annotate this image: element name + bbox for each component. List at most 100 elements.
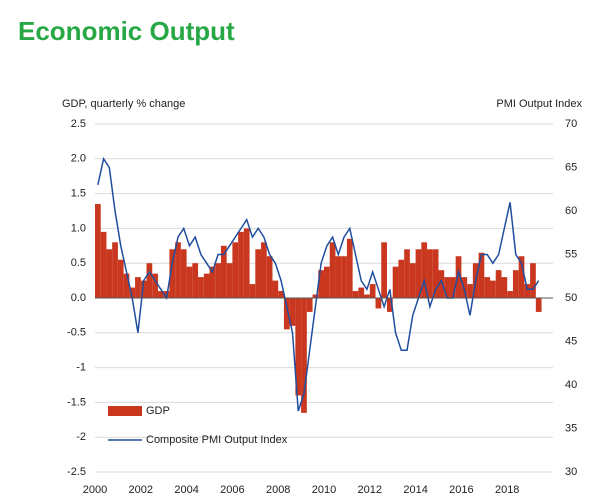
bar bbox=[518, 256, 525, 298]
y2-tick-label: 30 bbox=[565, 466, 577, 478]
bar bbox=[364, 294, 370, 298]
bar bbox=[255, 249, 262, 298]
bar bbox=[490, 280, 496, 298]
bar bbox=[112, 242, 118, 298]
bar bbox=[249, 284, 256, 298]
bar bbox=[341, 256, 347, 298]
x-tick-label: 2004 bbox=[174, 484, 198, 496]
x-tick-label: 2012 bbox=[358, 484, 382, 496]
y-tick-label: -1.5 bbox=[67, 396, 86, 408]
bar bbox=[283, 298, 290, 330]
bar bbox=[117, 259, 124, 298]
chart-title: Economic Output bbox=[18, 16, 235, 46]
bar bbox=[129, 287, 136, 298]
bar bbox=[404, 249, 410, 298]
x-tick-label: 2014 bbox=[403, 484, 427, 496]
bar bbox=[301, 298, 307, 413]
x-tick-label: 2008 bbox=[266, 484, 290, 496]
bar bbox=[312, 294, 319, 298]
y-tick-label: 1.5 bbox=[71, 188, 86, 200]
y-tick-label: 2.5 bbox=[71, 118, 86, 130]
bar bbox=[186, 266, 193, 298]
bar bbox=[272, 280, 279, 298]
y-tick-label: -2 bbox=[76, 431, 86, 443]
bar bbox=[484, 277, 491, 298]
bar bbox=[135, 277, 141, 298]
bar bbox=[243, 228, 250, 298]
x-tick-label: 2000 bbox=[83, 484, 107, 496]
y2-tick-label: 70 bbox=[565, 118, 577, 130]
bar bbox=[140, 280, 147, 298]
bar bbox=[329, 242, 336, 298]
bar bbox=[392, 266, 399, 298]
bar bbox=[169, 249, 176, 298]
bar bbox=[306, 298, 313, 312]
bar bbox=[524, 284, 531, 298]
bar bbox=[226, 263, 233, 298]
x-tick-label: 2018 bbox=[495, 484, 519, 496]
line bbox=[97, 156, 540, 412]
y-tick-label: 2.0 bbox=[71, 153, 86, 165]
bar bbox=[157, 291, 164, 298]
y2-tick-label: 50 bbox=[565, 292, 577, 304]
bar bbox=[375, 298, 382, 309]
bar bbox=[449, 277, 456, 298]
bar bbox=[455, 256, 462, 298]
bar bbox=[438, 270, 445, 298]
bar bbox=[175, 242, 181, 298]
bar bbox=[478, 252, 485, 298]
bar bbox=[324, 266, 330, 298]
bar bbox=[444, 277, 450, 298]
y2-axis-title: PMI Output Index bbox=[496, 98, 582, 110]
x-tick-label: 2010 bbox=[312, 484, 336, 496]
bar bbox=[100, 231, 107, 298]
y-tick-label: 1.0 bbox=[71, 222, 86, 234]
bar bbox=[295, 298, 302, 396]
bar bbox=[381, 242, 387, 298]
y-axis-title: GDP, quarterly % change bbox=[62, 98, 185, 110]
bar bbox=[432, 249, 439, 298]
y2-tick-label: 55 bbox=[565, 248, 577, 260]
bar bbox=[512, 270, 519, 298]
y-tick-label: 0.5 bbox=[71, 257, 86, 269]
bar bbox=[358, 287, 365, 298]
y2-tick-label: 60 bbox=[565, 205, 577, 217]
y2-tick-label: 40 bbox=[565, 379, 577, 391]
bar bbox=[192, 263, 199, 298]
bar bbox=[289, 298, 296, 326]
bar bbox=[335, 256, 342, 298]
bar bbox=[427, 249, 433, 298]
bar bbox=[421, 242, 428, 298]
x-tick-label: 2006 bbox=[220, 484, 244, 496]
bar bbox=[507, 291, 513, 298]
bar bbox=[198, 277, 204, 298]
bar bbox=[266, 256, 273, 298]
legend-label: Composite PMI Output Index bbox=[146, 434, 288, 446]
bar bbox=[238, 231, 244, 298]
bar bbox=[152, 273, 158, 298]
legend-label: GDP bbox=[146, 405, 170, 417]
y-tick-label: -0.5 bbox=[67, 327, 86, 339]
bar bbox=[146, 263, 153, 298]
y-tick-label: 0.0 bbox=[71, 292, 86, 304]
bar bbox=[415, 249, 422, 298]
bar bbox=[501, 277, 508, 298]
bar bbox=[123, 273, 130, 298]
bar bbox=[346, 238, 353, 298]
bar bbox=[530, 263, 536, 298]
bar bbox=[215, 263, 221, 298]
bar bbox=[352, 291, 359, 298]
bar bbox=[495, 270, 502, 298]
bar bbox=[203, 273, 210, 298]
y2-tick-label: 45 bbox=[565, 335, 577, 347]
y2-tick-label: 35 bbox=[565, 422, 577, 434]
legend-swatch bbox=[108, 406, 142, 416]
bar bbox=[261, 242, 267, 298]
bar bbox=[180, 249, 187, 298]
bar bbox=[409, 263, 416, 298]
y-tick-label: -2.5 bbox=[67, 466, 86, 478]
bar bbox=[278, 291, 284, 298]
y-tick-label: -1 bbox=[76, 362, 86, 374]
bar bbox=[398, 259, 405, 298]
